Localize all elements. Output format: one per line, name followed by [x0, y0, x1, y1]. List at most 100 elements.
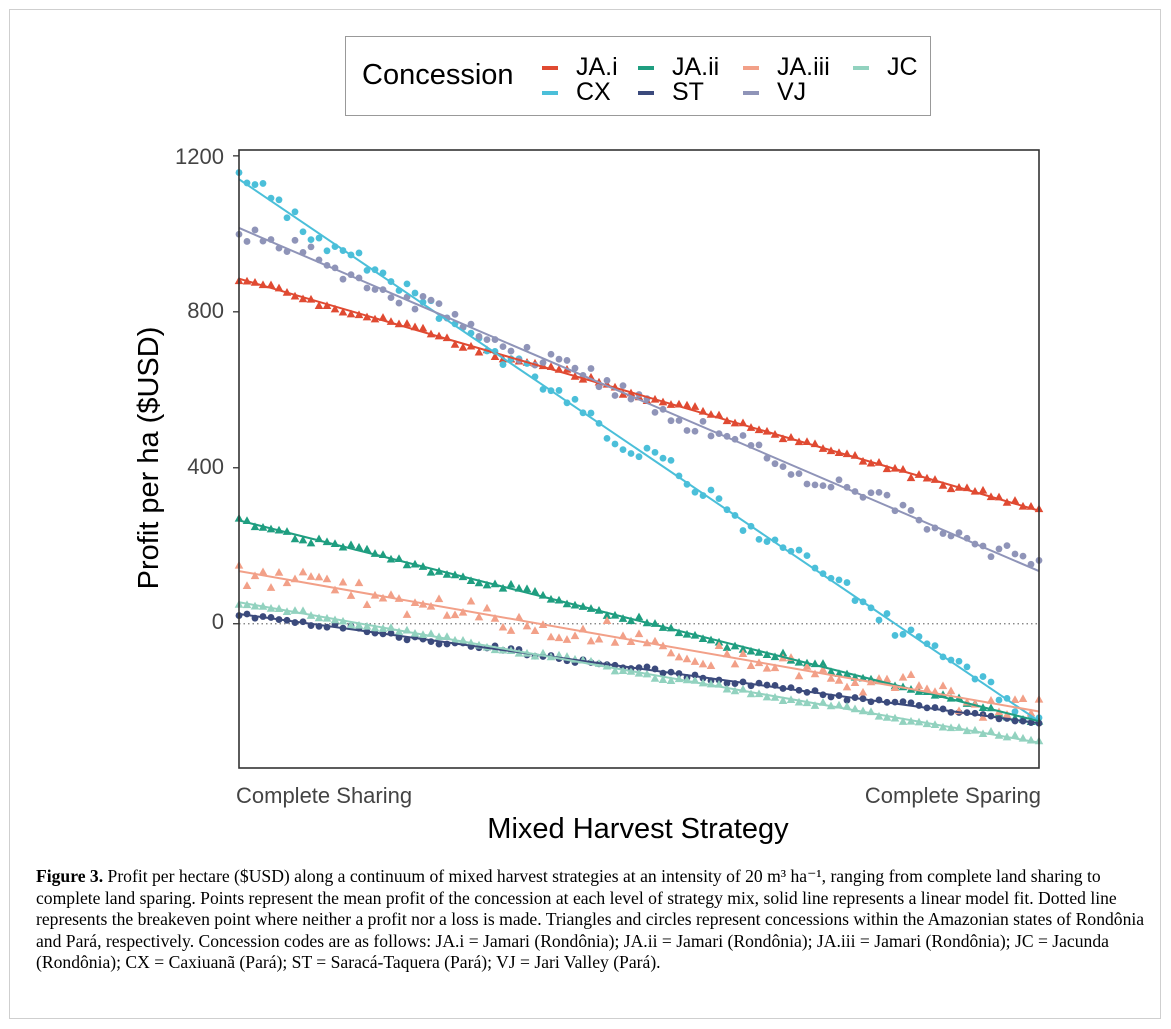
data-point-cx — [611, 440, 619, 448]
data-point-jc — [610, 666, 620, 675]
data-point-vj — [611, 392, 619, 399]
data-point-vj — [939, 530, 947, 537]
data-point-ja-i — [450, 340, 460, 348]
data-point-ja-i — [330, 304, 340, 313]
data-point-ja-iii — [762, 663, 772, 672]
data-point-cx — [251, 181, 259, 188]
data-point-jc — [530, 651, 540, 660]
x-tick-label-sharing: Complete Sharing — [236, 783, 412, 808]
data-point-ja-ii — [442, 570, 452, 578]
data-point-cx — [307, 236, 315, 244]
data-point-vj — [899, 501, 907, 509]
data-point-ja-ii — [346, 540, 356, 549]
data-point-cx — [1011, 708, 1019, 716]
fit-line-vj — [238, 227, 1040, 573]
data-point-cx — [635, 453, 643, 461]
data-point-jc — [778, 696, 788, 705]
data-point-vj — [1011, 550, 1019, 558]
data-point-vj — [779, 463, 787, 471]
data-point-cx — [587, 409, 595, 417]
data-point-cx — [955, 657, 963, 665]
data-point-vj — [523, 343, 531, 351]
data-point-ja-iii — [730, 659, 740, 668]
legend-label-jc: JC — [887, 53, 918, 81]
data-point-vj — [451, 310, 459, 318]
data-point-ja-ii — [290, 534, 300, 543]
data-point-ja-iii — [882, 674, 892, 683]
data-point-vj — [563, 357, 571, 364]
data-point-vj — [987, 553, 995, 561]
data-point-ja-iii — [650, 636, 660, 645]
data-point-vj — [507, 347, 515, 355]
data-point-jc — [346, 620, 356, 629]
data-point-ja-iii — [898, 672, 908, 681]
data-point-cx — [963, 663, 971, 671]
data-point-ja-ii — [746, 646, 756, 655]
data-point-vj — [955, 529, 963, 536]
data-point-jc — [650, 674, 660, 682]
data-point-ja-iii — [306, 572, 316, 580]
data-point-cx — [739, 527, 747, 534]
data-point-ja-iii — [314, 572, 324, 581]
data-point-cx — [315, 234, 323, 242]
fit-line-ja-iii — [238, 570, 1040, 713]
data-point-vj — [547, 350, 555, 358]
legend: Concession JA.i CX JA.ii ST JA.iii VJ JC — [345, 36, 931, 116]
data-point-vj — [435, 300, 443, 308]
data-point-vj — [291, 236, 299, 244]
data-point-ja-iii — [554, 633, 564, 642]
data-point-cx — [323, 247, 331, 255]
data-point-vj — [387, 294, 395, 302]
y-axis-title: Profit per ha ($USD) — [133, 327, 165, 590]
data-point-jc — [746, 689, 756, 698]
data-point-cx — [979, 673, 987, 680]
data-point-cx — [651, 448, 659, 456]
data-point-ja-ii — [626, 616, 636, 625]
data-point-vj — [763, 454, 771, 462]
data-point-ja-iii — [666, 648, 676, 657]
data-point-ja-ii — [770, 652, 780, 661]
data-point-cx — [499, 361, 507, 368]
data-point-ja-iii — [706, 661, 716, 670]
data-point-jc — [810, 701, 820, 709]
fit-line-jc — [238, 601, 1040, 744]
data-point-ja-iii — [498, 622, 508, 631]
data-point-jc — [898, 717, 908, 725]
data-point-ja-i — [858, 456, 868, 465]
data-point-ja-iii — [610, 638, 620, 646]
data-point-cx — [995, 696, 1003, 704]
figure-frame — [9, 9, 1161, 1019]
data-point-ja-iii — [442, 610, 452, 619]
data-point-ja-iii — [794, 671, 804, 680]
legend-key-jc — [853, 66, 869, 70]
data-point-ja-i — [938, 480, 948, 489]
data-point-cx — [987, 678, 995, 686]
y-tick-label: 1200 — [175, 144, 224, 169]
data-point-vj — [619, 382, 627, 390]
data-point-ja-iii — [938, 681, 948, 690]
data-point-cx — [891, 632, 899, 639]
data-point-ja-ii — [762, 650, 772, 659]
data-point-ja-ii — [362, 544, 372, 553]
data-point-cx — [763, 538, 771, 545]
data-point-ja-iii — [298, 567, 308, 576]
data-point-cx — [907, 626, 915, 634]
caption-label: Figure 3. — [36, 866, 104, 886]
data-point-ja-iii — [258, 567, 268, 576]
data-point-jc — [370, 623, 380, 632]
data-point-ja-iii — [458, 607, 468, 616]
data-point-ja-i — [1010, 496, 1020, 504]
data-point-ja-iii — [546, 632, 556, 641]
data-point-cx — [803, 552, 811, 560]
data-point-ja-iii — [698, 659, 708, 668]
data-point-cx — [875, 616, 883, 624]
data-point-ja-iii — [570, 631, 580, 640]
data-point-ja-i — [618, 389, 628, 398]
data-point-ja-iii — [602, 616, 612, 625]
data-point-ja-iii — [802, 661, 812, 670]
data-point-ja-ii — [402, 560, 412, 569]
data-point-jc — [354, 620, 364, 629]
legend-title: Concession — [362, 59, 514, 91]
data-point-cx — [603, 435, 611, 442]
data-point-ja-iii — [746, 661, 756, 669]
